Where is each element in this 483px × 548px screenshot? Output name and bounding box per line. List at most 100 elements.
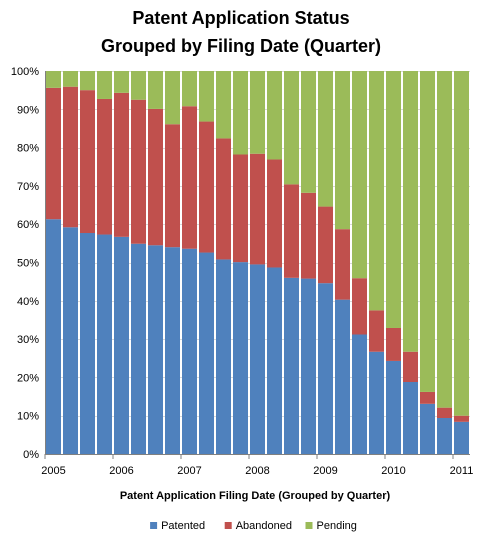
- bar-abandoned: [114, 92, 129, 237]
- bar-abandoned: [199, 121, 214, 253]
- chart-title-group: Patent Application Status Grouped by Fil…: [101, 8, 381, 56]
- bar-patented: [335, 299, 350, 454]
- chart-title-line-2: Grouped by Filing Date (Quarter): [101, 36, 381, 56]
- bar-abandoned: [301, 192, 316, 279]
- bar-patented: [216, 259, 231, 454]
- x-axis-ticks: 2005 2006 2007 2008 2009 2010 2011: [41, 454, 473, 477]
- bar-patented: [148, 245, 163, 454]
- bar-pending: [437, 71, 452, 408]
- bar-pending: [97, 71, 112, 99]
- bar-pending: [335, 71, 350, 230]
- bar-pending: [131, 71, 146, 100]
- bar-abandoned: [437, 407, 452, 418]
- bar-abandoned: [267, 159, 282, 268]
- bar-abandoned: [403, 351, 418, 382]
- bar-abandoned: [165, 124, 180, 248]
- y-tick-label: 40%: [17, 296, 39, 308]
- bar-abandoned: [352, 278, 367, 335]
- bar-patented: [386, 360, 401, 454]
- bar-abandoned: [148, 108, 163, 246]
- bar-patented: [301, 278, 316, 454]
- bar-pending: [199, 71, 214, 122]
- bar-pending: [250, 71, 265, 154]
- bar-pending: [386, 71, 401, 328]
- y-tick-label: 20%: [17, 372, 39, 384]
- bars: [46, 71, 469, 454]
- chart-title-line-1: Patent Application Status: [132, 8, 349, 28]
- bar-patented: [369, 351, 384, 454]
- x-tick-label: 2007: [177, 465, 201, 477]
- bar-pending: [80, 71, 95, 91]
- y-tick-label: 30%: [17, 334, 39, 346]
- bar-patented: [182, 248, 197, 454]
- legend-swatch-pending: [305, 522, 313, 529]
- bar-patented: [233, 262, 248, 454]
- x-tick-label: 2008: [245, 465, 269, 477]
- legend-label-pending: Pending: [317, 520, 357, 532]
- bar-patented: [114, 236, 129, 454]
- bar-pending: [454, 71, 469, 416]
- y-tick-label: 100%: [11, 66, 39, 78]
- bar-abandoned: [182, 106, 197, 249]
- bar-abandoned: [454, 415, 469, 422]
- bar-abandoned: [63, 86, 78, 228]
- bar-pending: [63, 71, 78, 87]
- bar-pending: [352, 71, 367, 279]
- bar-patented: [352, 334, 367, 454]
- bar-abandoned: [131, 99, 146, 244]
- x-tick-label: 2005: [41, 465, 65, 477]
- bar-patented: [165, 247, 180, 454]
- bar-pending: [301, 71, 316, 193]
- legend-label-abandoned: Abandoned: [236, 520, 292, 532]
- bar-patented: [46, 219, 61, 454]
- y-tick-label: 50%: [17, 258, 39, 270]
- bar-patented: [403, 382, 418, 454]
- bar-abandoned: [284, 184, 299, 278]
- bar-pending: [216, 71, 231, 139]
- bar-pending: [369, 71, 384, 311]
- bar-abandoned: [97, 98, 112, 235]
- legend-label-patented: Patented: [161, 520, 205, 532]
- x-tick-label: 2009: [313, 465, 337, 477]
- x-axis-title: Patent Application Filing Date (Grouped …: [120, 490, 391, 502]
- bar-patented: [250, 264, 265, 454]
- bar-patented: [63, 227, 78, 454]
- y-tick-label: 90%: [17, 104, 39, 116]
- bar-pending: [267, 71, 282, 160]
- bar-abandoned: [250, 153, 265, 265]
- bar-patented: [437, 418, 452, 454]
- bar-pending: [182, 71, 197, 107]
- bar-abandoned: [233, 154, 248, 263]
- legend: Patented Abandoned Pending: [150, 520, 357, 532]
- x-tick-label: 2010: [381, 465, 405, 477]
- bar-abandoned: [80, 90, 95, 234]
- bar-abandoned: [386, 327, 401, 361]
- legend-swatch-abandoned: [224, 522, 232, 529]
- bar-patented: [131, 243, 146, 454]
- y-tick-label: 0%: [23, 449, 39, 461]
- bar-abandoned: [46, 87, 61, 220]
- bar-patented: [454, 421, 469, 454]
- y-tick-label: 70%: [17, 181, 39, 193]
- bar-patented: [318, 283, 333, 454]
- bar-pending: [420, 71, 435, 392]
- y-tick-label: 60%: [17, 219, 39, 231]
- bar-pending: [318, 71, 333, 207]
- bar-pending: [46, 71, 61, 88]
- bar-abandoned: [318, 206, 333, 284]
- bar-abandoned: [420, 391, 435, 404]
- bar-pending: [114, 71, 129, 93]
- bar-patented: [284, 277, 299, 454]
- bar-pending: [148, 71, 163, 109]
- bar-abandoned: [335, 229, 350, 300]
- bar-abandoned: [369, 310, 384, 352]
- legend-swatch-patented: [150, 522, 158, 529]
- y-tick-label: 80%: [17, 143, 39, 155]
- bar-patented: [420, 403, 435, 454]
- x-tick-label: 2011: [450, 465, 474, 477]
- axes: [45, 71, 470, 455]
- bar-patented: [267, 267, 282, 454]
- bar-pending: [284, 71, 299, 185]
